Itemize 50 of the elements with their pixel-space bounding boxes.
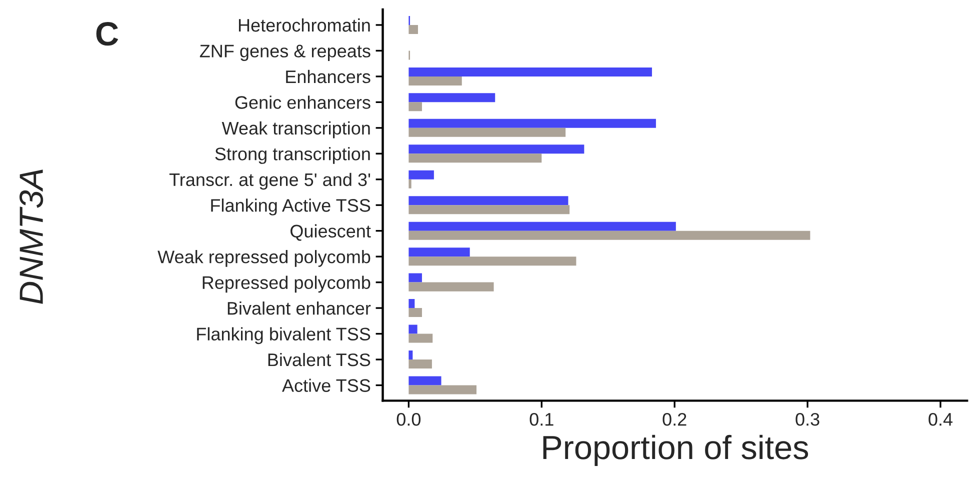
bar <box>408 24 418 34</box>
bar <box>408 282 494 292</box>
x-tick-label: 0.0 <box>396 412 421 426</box>
bar <box>408 179 412 188</box>
bar <box>408 360 432 369</box>
bar <box>408 273 422 282</box>
bar <box>408 118 656 128</box>
bar <box>408 144 584 154</box>
x-tick-label: 0.3 <box>796 412 820 426</box>
bar <box>408 376 442 386</box>
bar <box>408 170 434 180</box>
y-tick-label: Flanking Active TSS <box>211 198 370 216</box>
y-tick-label: Weak transcription <box>222 121 370 138</box>
y-tick-label: Transcr. at gene 5' and 3' <box>169 172 370 190</box>
y-tick-label: Repressed polycomb <box>202 276 370 293</box>
bar <box>408 205 570 214</box>
bar <box>408 196 568 206</box>
bar <box>408 230 810 240</box>
bar <box>408 308 422 318</box>
y-tick-label: Bivalent enhancer <box>228 302 371 315</box>
bar <box>408 154 542 163</box>
y-tick-label: ZNF genes & repeats <box>200 44 370 61</box>
y-axis-title: DNMT3A <box>20 170 44 304</box>
x-tick-label: 0.4 <box>928 412 952 426</box>
y-tick-label: Strong transcription <box>215 147 370 164</box>
bar <box>408 128 566 137</box>
x-axis-title: Proportion of sites <box>543 434 808 466</box>
bar <box>408 256 576 266</box>
y-tick-label: Heterochromatin <box>238 18 370 32</box>
bar <box>408 76 462 86</box>
bar <box>408 248 470 257</box>
y-tick-label: Genic enhancers <box>235 96 370 109</box>
y-tick-label: Flanking bivalent TSS <box>197 327 370 344</box>
y-tick-label: Enhancers <box>286 70 370 84</box>
bar <box>408 222 676 231</box>
y-tick-label: Active TSS <box>282 378 370 392</box>
x-tick-label: 0.2 <box>662 412 686 426</box>
bar <box>408 334 433 343</box>
x-tick-label: 0.1 <box>530 412 554 426</box>
bar <box>408 67 652 76</box>
text: C <box>96 22 118 46</box>
bar <box>408 93 496 102</box>
bar <box>408 350 413 360</box>
bar <box>408 324 418 334</box>
y-tick-label: Quiescent <box>290 224 371 241</box>
bar <box>408 385 476 394</box>
bar <box>408 299 415 308</box>
bar <box>408 102 422 112</box>
y-tick-label: Bivalent TSS <box>268 352 370 366</box>
y-tick-label: Weak repressed polycomb <box>158 250 370 267</box>
